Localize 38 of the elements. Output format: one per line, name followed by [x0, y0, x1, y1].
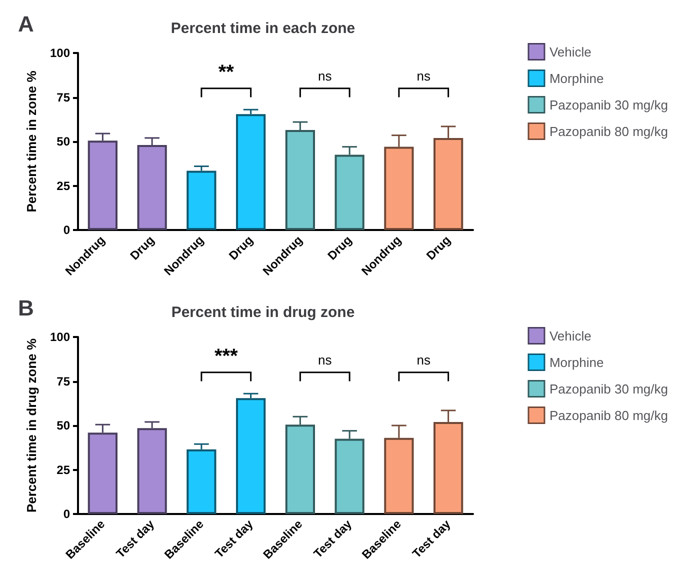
y-axis-title: Percent time in zone %	[24, 70, 39, 212]
chart-title: A	[18, 12, 34, 36]
legend-label: Pazopanib 80 mg/kg	[549, 408, 668, 423]
legend-label: Morphine	[549, 354, 604, 370]
y-tick-label: 50	[56, 418, 70, 432]
x-tick-label: Test day	[113, 516, 158, 561]
legend-label: Pazopanib 30 mg/kg	[549, 97, 668, 112]
legend-label: Pazopanib 80 mg/kg	[549, 124, 668, 139]
y-tick-label: 50	[56, 134, 70, 148]
y-tick-label: 75	[56, 374, 70, 388]
y-tick-label: 25	[56, 462, 70, 477]
x-tick-label: Test day	[310, 516, 355, 561]
legend-label: Vehicle	[549, 44, 592, 60]
legend-label: Pazopanib 30 mg/kg	[549, 381, 668, 396]
annotation: ns	[318, 68, 332, 84]
chart-subtitle: Percent time in drug zone	[171, 304, 355, 321]
y-tick-label: 0	[63, 223, 70, 237]
annotation: ns	[416, 352, 431, 368]
annotation: **	[218, 61, 234, 84]
y-tick-label: 25	[56, 178, 70, 193]
bar	[186, 449, 216, 514]
y-tick-label: 75	[56, 90, 70, 104]
chart-title: B	[18, 296, 34, 320]
annotation: ***	[214, 345, 238, 368]
annotation: ns	[318, 352, 332, 368]
bar	[186, 170, 216, 230]
y-axis-title: Percent time in drug zone %	[24, 338, 39, 513]
chart-subtitle: Percent time in each zone	[170, 20, 356, 37]
x-tick-label: Test day	[212, 516, 256, 561]
annotation: ns	[416, 68, 431, 84]
y-tick-label: 0	[63, 507, 70, 521]
x-tick-label: Test day	[410, 516, 454, 561]
legend-label: Vehicle	[549, 328, 592, 344]
bar	[236, 114, 266, 230]
y-tick-label: 100	[50, 330, 70, 344]
legend-label: Morphine	[549, 70, 604, 86]
y-tick-label: 100	[50, 46, 70, 60]
bar	[236, 398, 266, 514]
